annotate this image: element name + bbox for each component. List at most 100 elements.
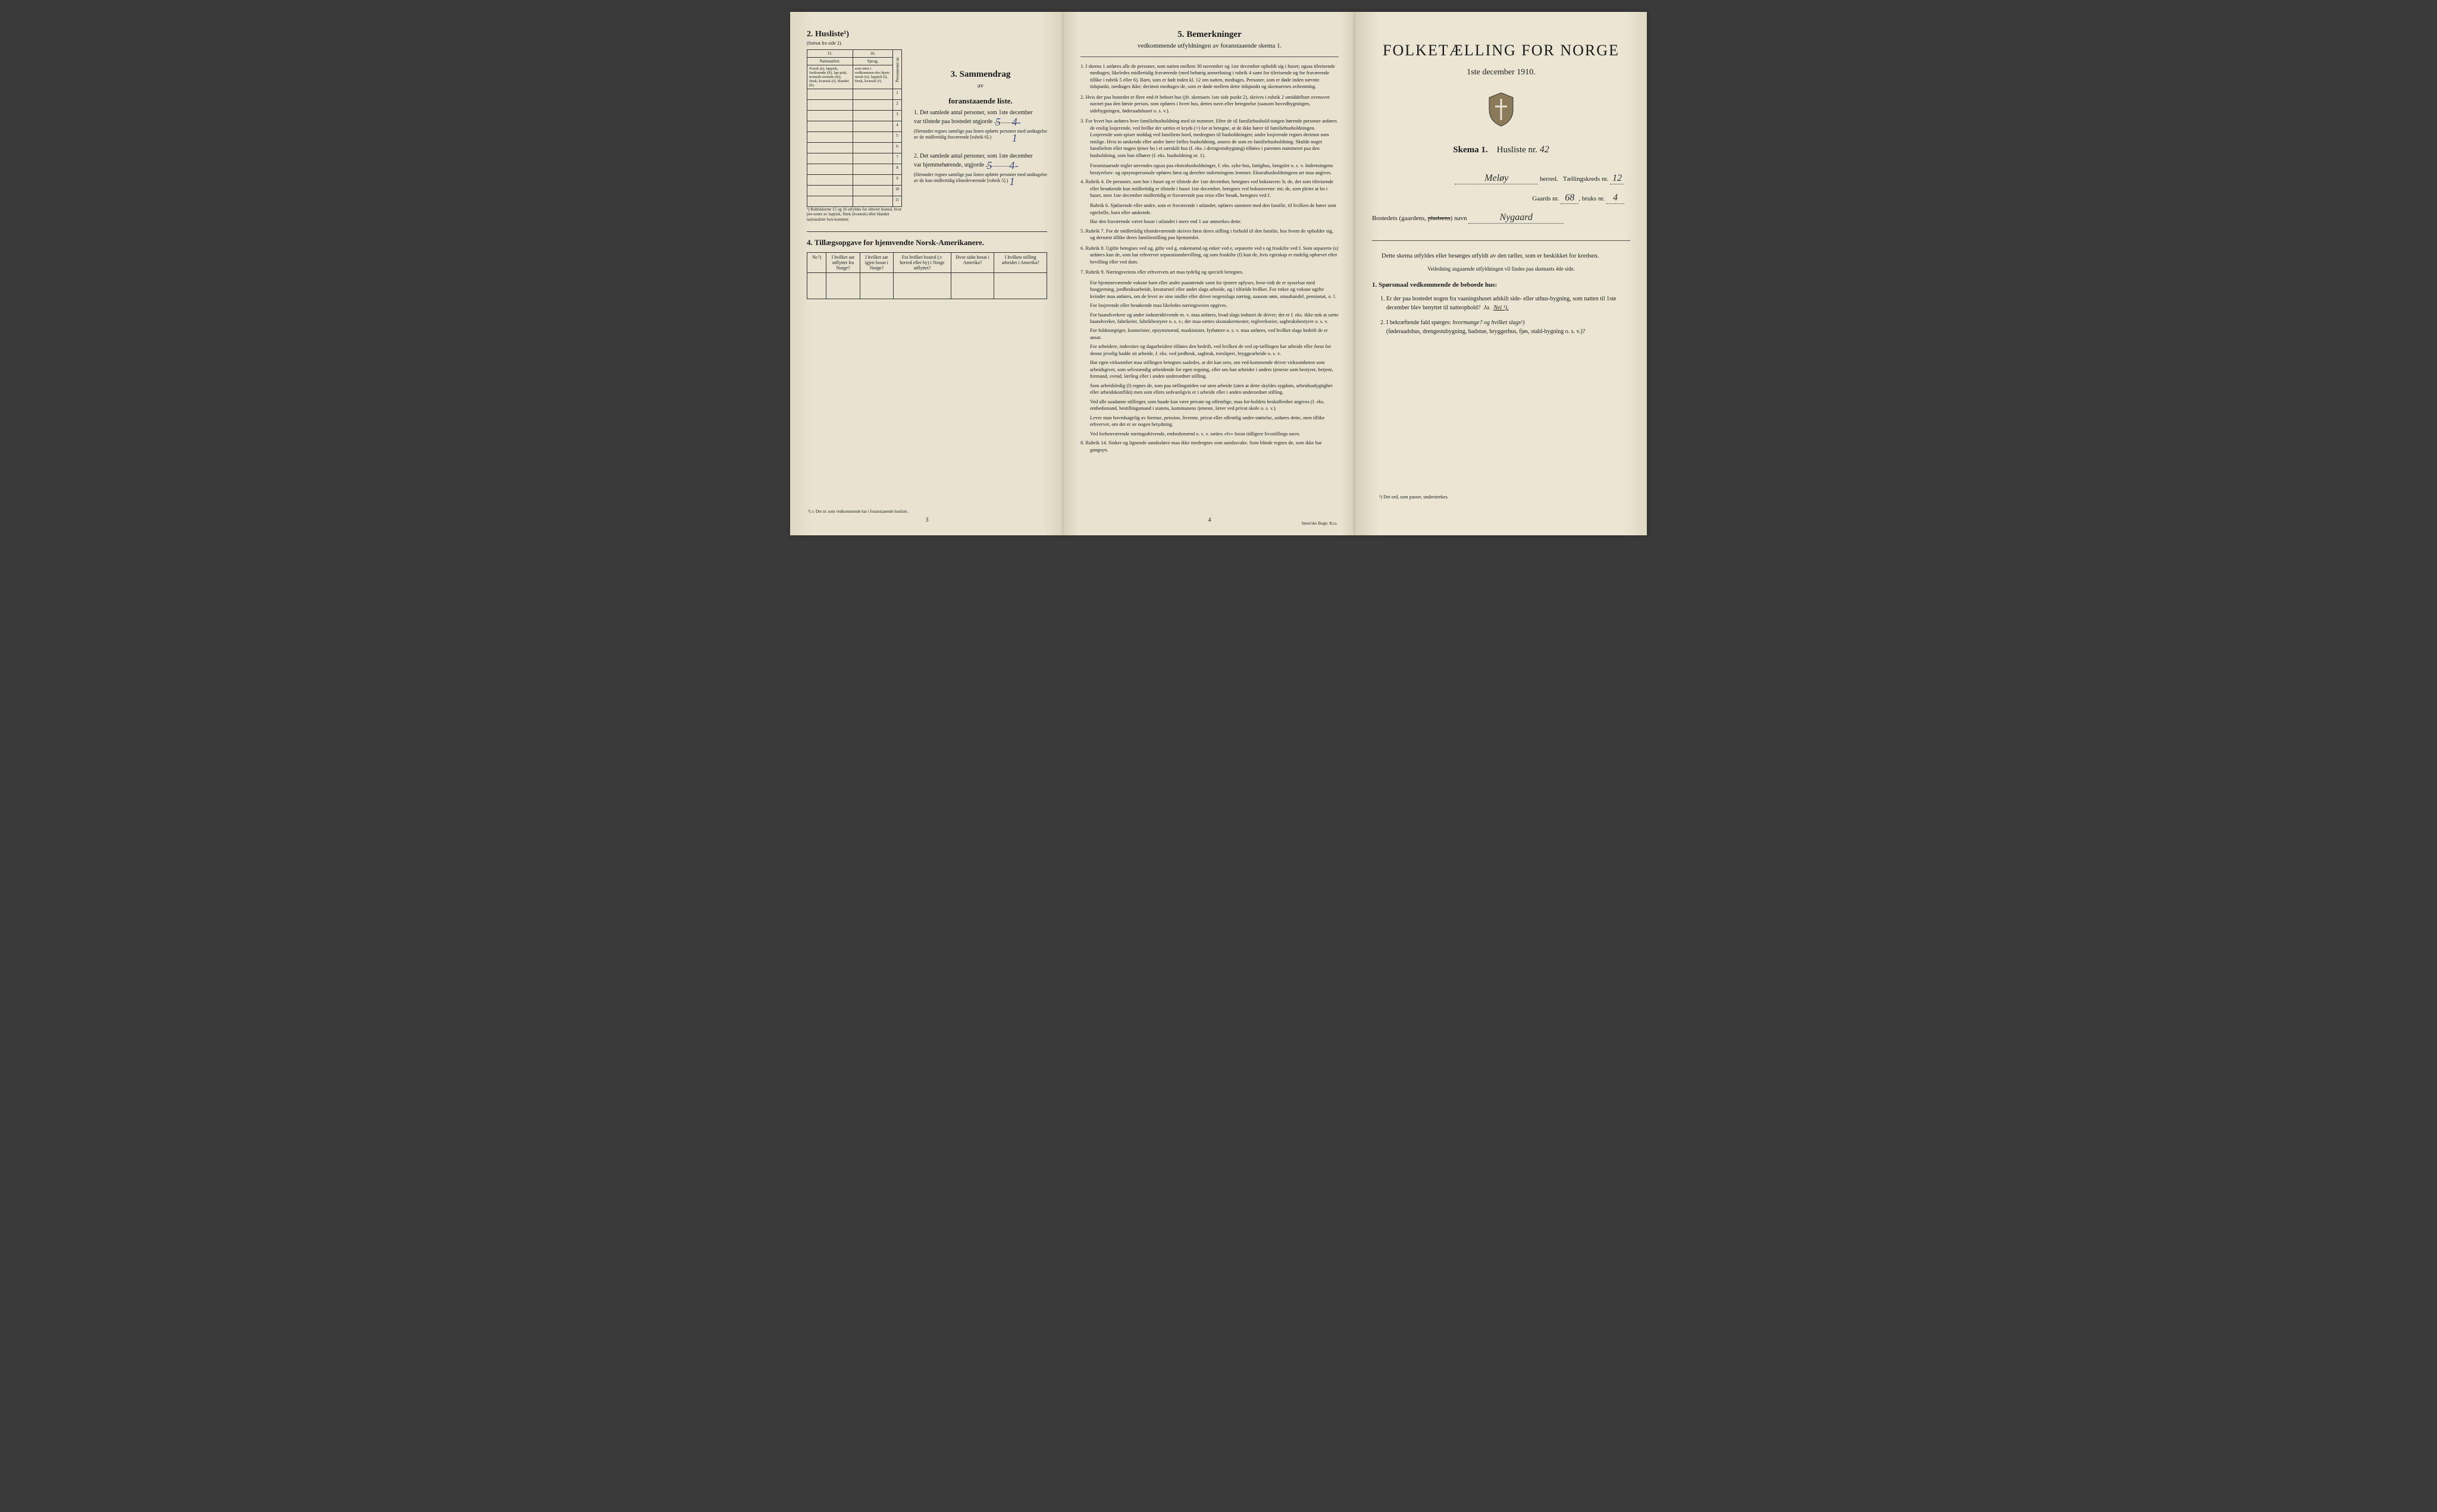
para: For arbeidere, indersiter og dagarbeider… — [1080, 343, 1339, 357]
list-item: 6. Rubrik 8. Ugifte betegnes ved ug, gif… — [1080, 245, 1339, 265]
table-row: 1 — [807, 89, 902, 100]
list-item: 2. Hvis der paa bostedet er flere end ét… — [1080, 94, 1339, 114]
q2-text: I bekræftende fald spørges: — [1386, 319, 1451, 326]
table-row: 8 — [807, 164, 902, 175]
question-list: Er der paa bostedet nogen fra vaaningshu… — [1372, 294, 1630, 336]
tcol-4: Hvor sidst bosat i Amerika? — [951, 253, 994, 273]
q2-paren: (føderaadshus, drengestubygning, badstue… — [1386, 328, 1585, 335]
husliste-label: Husliste nr. — [1497, 145, 1537, 155]
sammendrag-section: 3. Sammendrag av foranstaaende liste. 1.… — [914, 70, 1047, 184]
sammendrag-title: 3. Sammendrag — [914, 70, 1047, 80]
instruction: Dette skema utfyldes eller besørges utfy… — [1372, 252, 1630, 261]
skema-label: Skema 1. — [1453, 145, 1487, 155]
item2-hw: 4-1 — [1010, 158, 1019, 190]
item1-hw: 4-1 — [1012, 114, 1021, 146]
bosted-struck: pladsens — [1428, 215, 1451, 222]
page-3: FOLKETÆLLING FOR NORGE 1ste december 191… — [1355, 12, 1647, 535]
list-item: 1. I skema 1 anføres alle de personer, s… — [1080, 63, 1339, 90]
bosted-label: Bostedets (gaardens, — [1372, 215, 1426, 222]
table-row: 7 — [807, 153, 902, 164]
page-2: 5. Bemerkninger vedkommende utfyldningen… — [1064, 12, 1355, 535]
table-row: 4 — [807, 121, 902, 132]
para: Har den fraværende været bosat i utlande… — [1080, 218, 1339, 225]
table-row: 5 — [807, 132, 902, 143]
table-row: 6 — [807, 143, 902, 153]
col-16-label: Sprog, — [853, 58, 892, 65]
col-person-nr: Personernes nr. — [893, 50, 902, 89]
page-1: 2. Husliste¹) (fortsat fra side 2). 15. … — [790, 12, 1064, 535]
para: For hjemmeværende voksne barn eller andr… — [1080, 280, 1339, 300]
bottom-footnote: ²) ɔ: Det nr. som vedkommende har i fora… — [808, 509, 908, 514]
para: Ved alle saadanne stillinger, som baade … — [1080, 399, 1339, 412]
question-2: I bekræftende fald spørges: hvormange? o… — [1386, 318, 1630, 336]
para: For losjerende eller besøkende maa likel… — [1080, 302, 1339, 309]
table-row: 11 — [807, 196, 902, 207]
list-item: 5. Rubrik 7. For de midlertidig tilstede… — [1080, 228, 1339, 241]
table-row: 3 — [807, 111, 902, 121]
husliste-title: 2. Husliste¹) — [807, 30, 1047, 39]
para: Som arbeidsledig (l) regnes de, som paa … — [1080, 382, 1339, 396]
col-15-body: Norsk (n), lappisk, fastboende (lf), lap… — [807, 65, 853, 89]
herred-value: Meløy — [1455, 173, 1538, 184]
main-title: FOLKETÆLLING FOR NORGE — [1372, 42, 1630, 59]
husliste-subtitle: (fortsat fra side 2). — [807, 40, 1047, 46]
q1-ja: Ja. — [1483, 305, 1490, 311]
table-row: 2 — [807, 100, 902, 111]
list-item: 7. Rubrik 9. Næringsveiens eller erhverv… — [1080, 269, 1339, 275]
col-15: 15. — [807, 50, 853, 58]
table-row — [807, 273, 1047, 299]
sammendrag-av: av — [914, 82, 1047, 89]
bruks-label: bruks nr. — [1582, 195, 1605, 202]
crest-icon — [1372, 92, 1630, 130]
question-heading: 1. Spørsmaal vedkommende de beboede hus: — [1372, 281, 1630, 288]
bemerkninger-title: 5. Bemerkninger — [1080, 30, 1339, 40]
q2-og: og hvilket slags¹) — [1484, 319, 1525, 326]
item2-line-b: var hjemmehørende, utgjorde — [914, 162, 984, 168]
list-item: 8. Rubrik 14. Sinker og lignende aandssl… — [1080, 440, 1339, 453]
bosted-line: Bostedets (gaardens, pladsens) navn Nyga… — [1372, 212, 1630, 224]
bosted-label2: ) navn — [1451, 215, 1467, 222]
herred-label: herred. — [1540, 175, 1558, 183]
item1-note: (Herunder regnes samtlige paa listen opf… — [914, 128, 1047, 141]
printer-mark: Steen'ske Bogtr. Kr.a. — [1301, 521, 1337, 526]
table-footnote: ¹) Rubrikkerne 15 og 16 utfyldes for eth… — [807, 207, 902, 222]
tcol-5: I hvilken stilling arbeidet i Amerika? — [994, 253, 1047, 273]
question-1: Er der paa bostedet nogen fra vaaningshu… — [1386, 294, 1630, 312]
item2-field: 5 4-1 — [986, 166, 1010, 167]
q2-hvor: hvormange? — [1452, 319, 1482, 326]
skema-line: Skema 1. Husliste nr. 42 — [1372, 145, 1630, 155]
bemerkninger-list: 1. I skema 1 anføres alle de personer, s… — [1080, 63, 1339, 453]
divider — [807, 231, 1047, 232]
table-row: 9 — [807, 175, 902, 186]
para: For fuldmægtiger, kontorister, opsynsmæn… — [1080, 327, 1339, 341]
gaards-line: Gaards nr. 68, bruks nr. 4 — [1372, 193, 1630, 204]
tcol-nr: Nr.²) — [807, 253, 826, 273]
bemerkninger-subtitle: vedkommende utfyldningen av foranstaaend… — [1080, 42, 1339, 49]
gaards-nr: 68 — [1561, 193, 1578, 204]
item1-line-b: var tilstede paa bostedet utgjorde — [914, 118, 992, 125]
herred-line: Meløy herred. Tællingskreds nr. 12 — [1372, 173, 1630, 184]
husliste-nr: 42 — [1540, 145, 1549, 155]
item1-value: 5 — [995, 114, 1001, 130]
sammendrag-sub: foranstaaende liste. — [914, 96, 1047, 106]
bruks-nr: 4 — [1606, 193, 1624, 204]
sammendrag-item-2: 2. Det samlede antal personer, som 1ste … — [914, 152, 1047, 184]
tillaeg-table: Nr.²) I hvilket aar utflyttet fra Norge?… — [807, 252, 1047, 299]
item2-note: (Herunder regnes samtlige paa listen opf… — [914, 172, 1047, 184]
kreds-label: Tællingskreds nr. — [1563, 175, 1608, 183]
col-16-body: som tales i vedkommen-des hjem: norsk (n… — [853, 65, 892, 89]
list-item: 4. Rubrik 4. De personer, som bor i huse… — [1080, 178, 1339, 199]
census-document: 2. Husliste¹) (fortsat fra side 2). 1 5. … — [790, 12, 1647, 535]
para: Foranstaaende regler anvendes ogsaa paa … — [1080, 162, 1339, 176]
q1-nei: Nei ¹). — [1493, 305, 1508, 311]
divider — [1372, 240, 1630, 241]
item1-line-a: 1. Det samlede antal personer, som 1ste … — [914, 108, 1047, 117]
item2-line-a: 2. Det samlede antal personer, som 1ste … — [914, 152, 1047, 161]
instruction-small: Veiledning angaaende utfyldningen vil fi… — [1372, 266, 1630, 272]
list-item: 3. For hvert hus anføres hver familiehus… — [1080, 118, 1339, 159]
col-15-label: Nationalitet. — [807, 58, 853, 65]
tcol-3: Fra hvilket bosted (ɔ: herred eller by) … — [894, 253, 951, 273]
para: For haandverkere og andre industridriven… — [1080, 312, 1339, 325]
para: Har egen virksomhet maa stillingen beteg… — [1080, 359, 1339, 379]
kreds-nr: 12 — [1610, 173, 1624, 184]
